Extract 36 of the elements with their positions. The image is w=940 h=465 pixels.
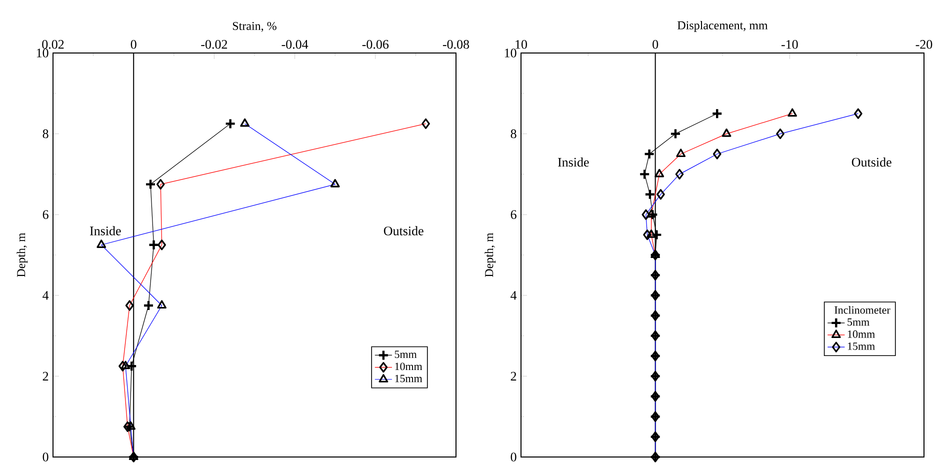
x-tick-label: -0.08 [442,40,470,49]
y-tick-label: 0 [510,452,516,462]
x-axis-title: Displacement, mm [678,20,768,32]
legend-label: 5mm [394,350,417,358]
x-tick-label: 0 [130,40,136,49]
x-axis-title: Strain, % [232,22,276,32]
y-tick-label: 8 [510,129,516,138]
y-tick-label: 6 [510,210,516,219]
x-tick-label: 0.02 [42,40,64,49]
x-tick-label: -0.04 [282,40,308,49]
legend-label: 15mm [848,342,875,350]
y-tick-label: 6 [42,210,48,219]
annotation: Inside [90,226,121,236]
x-tick-label: -0.02 [201,40,228,49]
y-tick-label: 8 [42,129,48,138]
y-tick-label: 4 [510,290,517,300]
legend-label: 10mm [848,330,875,338]
x-tick-label: 0 [652,40,658,49]
y-tick-label: 4 [42,290,49,300]
y-tick-label: 10 [504,48,516,58]
y-tick-label: 10 [36,48,48,58]
legend-label: 5mm [848,318,870,326]
legend-label: 15mm [395,374,422,382]
x-tick-label: -20 [916,40,932,49]
legend-label: 10mm [395,362,422,370]
y-axis-title: Depth, m [484,232,496,277]
annotation: Inside [558,157,589,166]
y-tick-label: 2 [42,372,48,380]
annotation: Outside [852,157,892,166]
x-tick-label: -10 [781,40,798,49]
y-axis-title: Depth, m [16,232,28,277]
x-tick-label: -0.06 [362,40,389,49]
legend-title: Inclinometer [834,306,890,314]
y-tick-label: 2 [510,372,516,380]
y-tick-label: 0 [42,452,48,462]
annotation: Outside [384,226,424,236]
